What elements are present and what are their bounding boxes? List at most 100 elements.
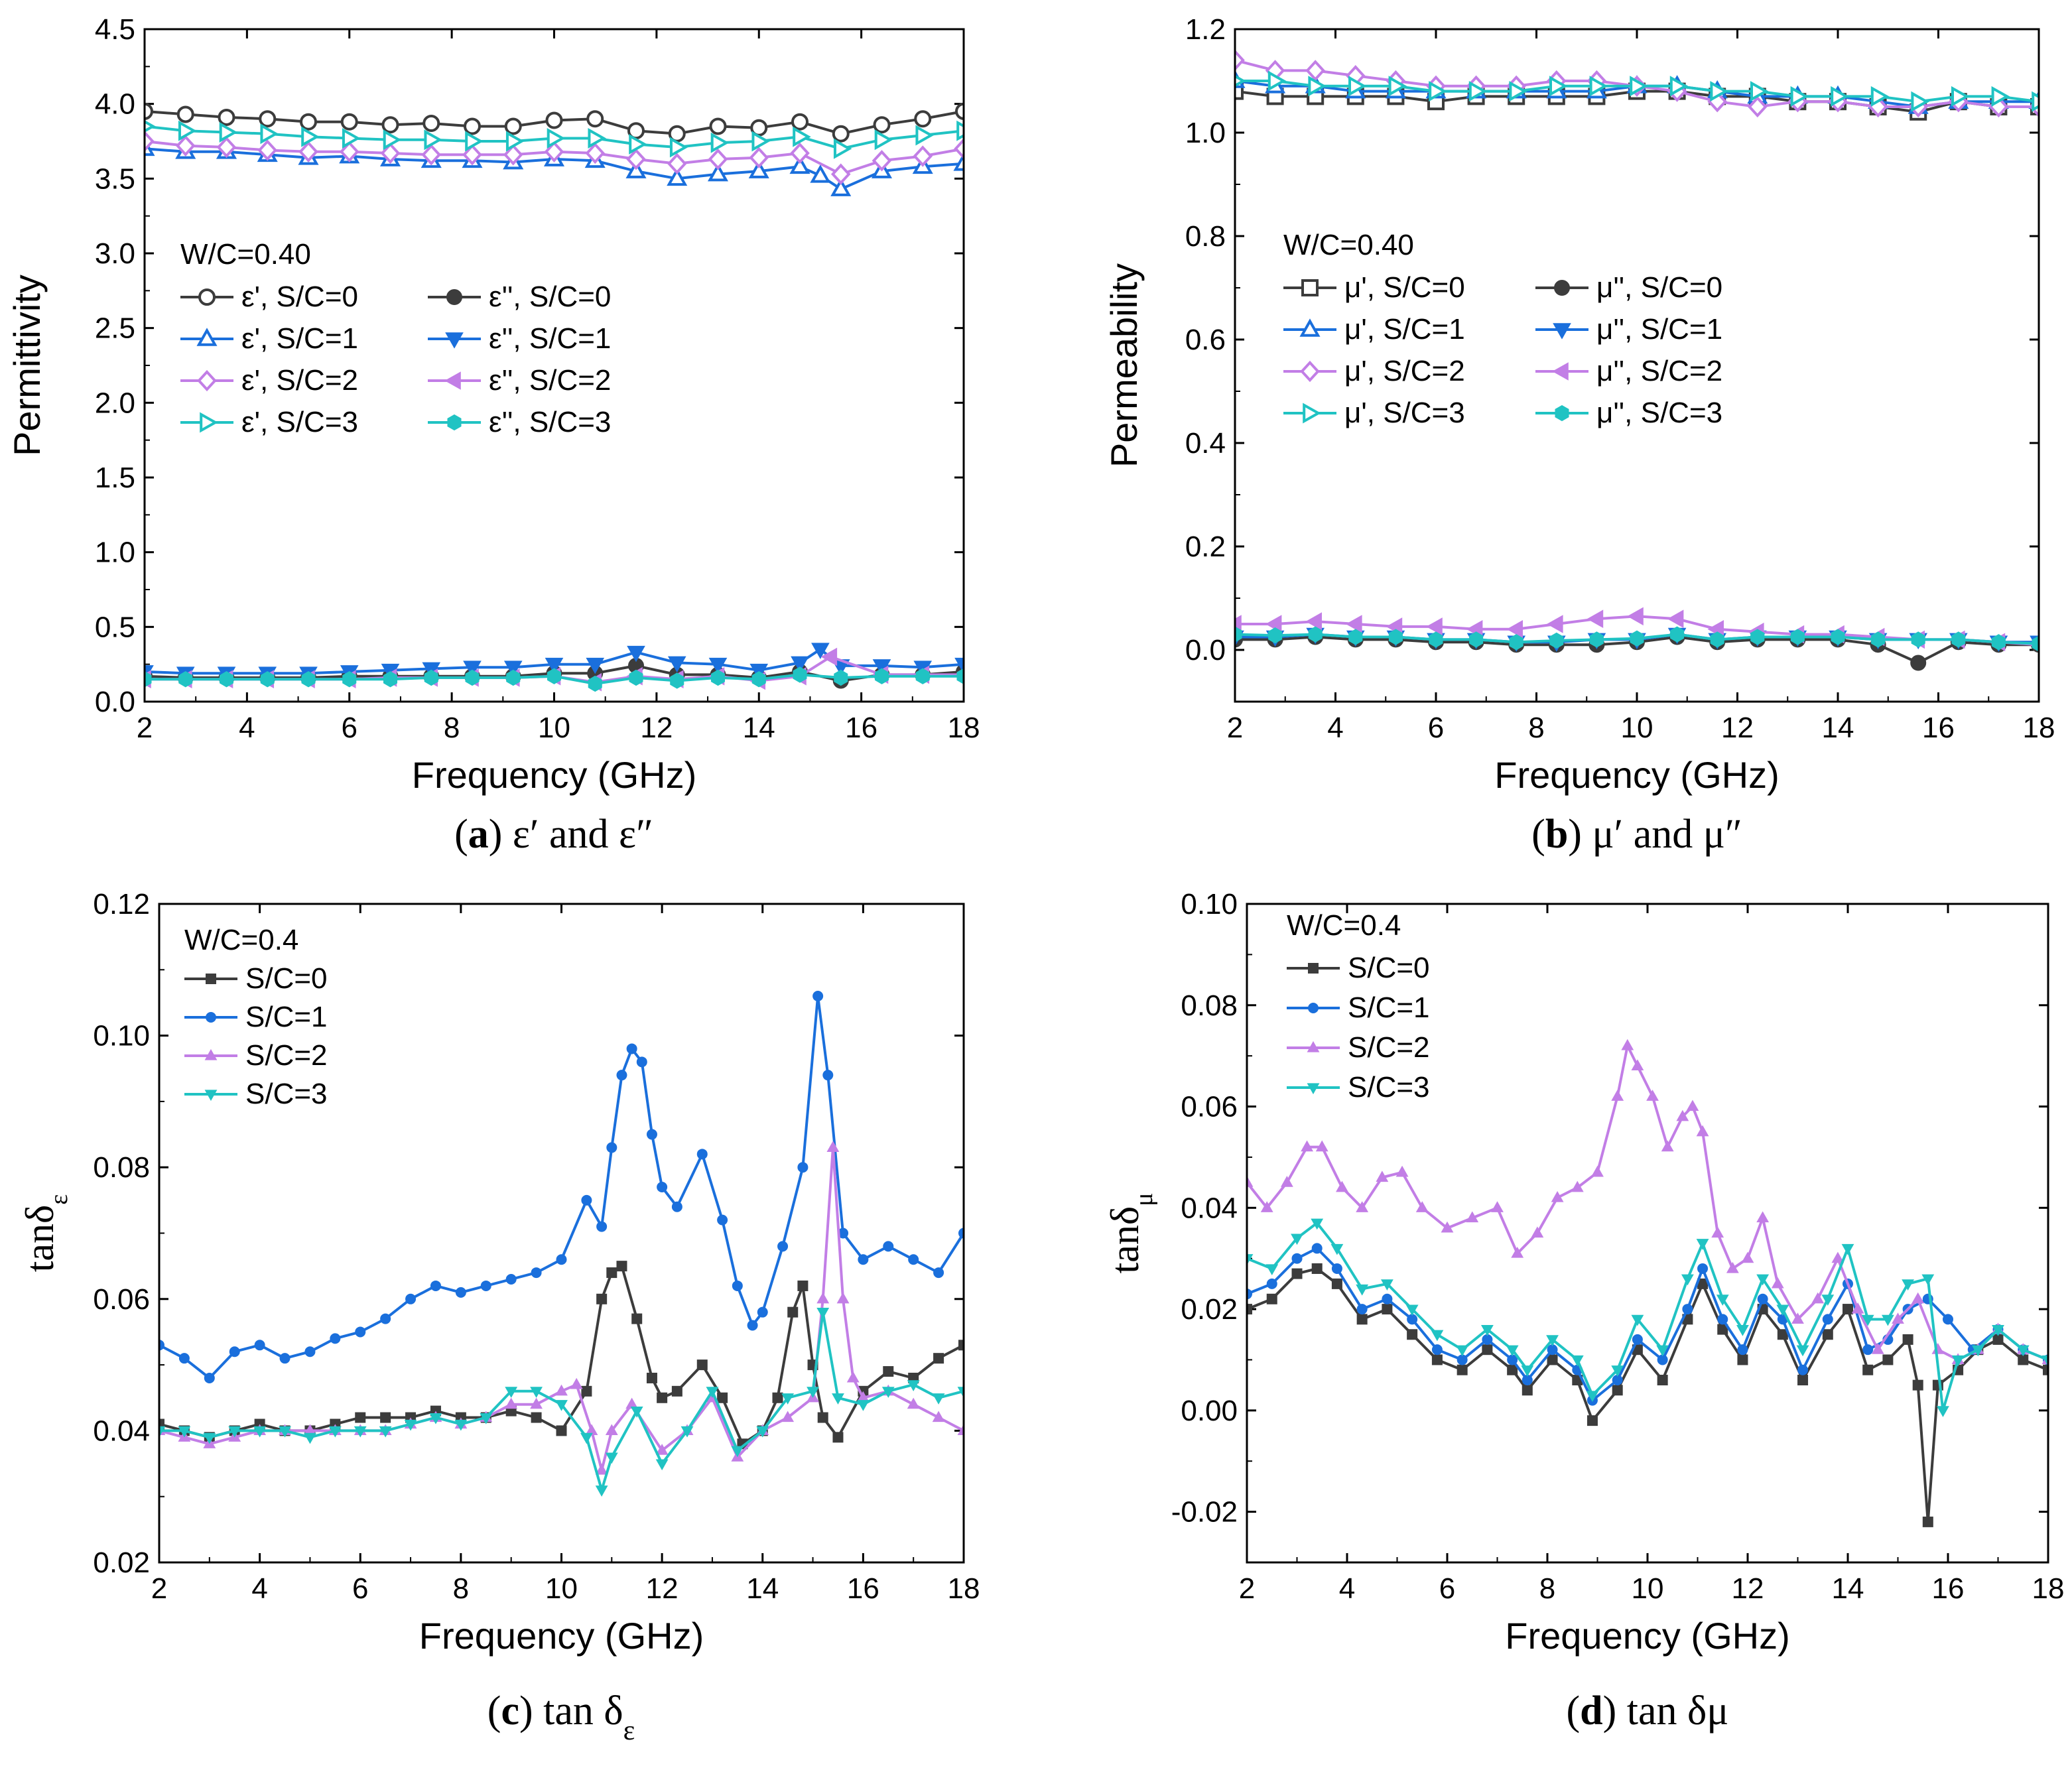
data-point-b-3-14 <box>1790 86 1809 107</box>
data-point-a-0-0 <box>145 102 153 120</box>
data-point-c-2-19 <box>595 1463 608 1475</box>
data-point-a-0-4 <box>300 113 317 131</box>
y-tick-label-c-2: 0.06 <box>93 1283 150 1316</box>
y-tick-label-b-5: 1.0 <box>1185 117 1226 149</box>
x-tick-label-c-0: 2 <box>151 1572 167 1605</box>
legend-a: W/C=0.40 ε', S/C=0 ε', S/C=1 ε', S/C=2 ε', S… <box>180 238 611 438</box>
data-point-c-1-9 <box>380 1313 391 1324</box>
data-point-c-3-24 <box>731 1446 744 1458</box>
legend-marker-a-4 <box>446 289 462 305</box>
data-point-d-3-15 <box>1586 1391 1599 1403</box>
data-point-a-0-1 <box>176 105 194 123</box>
data-point-d-2-31 <box>1791 1312 1804 1324</box>
data-point-a-3-3 <box>260 123 279 145</box>
data-point-d-1-10 <box>1482 1334 1493 1345</box>
legend-label-b-5: μ'', S/C=1 <box>1596 313 1722 346</box>
legend-b: W/C=0.40 μ', S/C=0 μ', S/C=1 μ', S/C=2 μ', S… <box>1283 229 1722 429</box>
data-point-c-3-4 <box>253 1426 267 1438</box>
data-point-d-2-23 <box>1676 1109 1689 1121</box>
data-point-d-1-6 <box>1382 1293 1393 1304</box>
data-point-b-7-6 <box>1469 631 1484 648</box>
data-point-c-2-20 <box>605 1424 618 1435</box>
data-point-d-1-22 <box>1737 1344 1748 1356</box>
data-point-b-7-14 <box>1790 629 1805 645</box>
data-point-a-5-13 <box>667 656 686 673</box>
data-point-d-1-25 <box>1797 1364 1809 1375</box>
data-point-b-7-11 <box>1670 626 1685 643</box>
data-point-b-3-16 <box>1870 86 1890 107</box>
x-axis-title-a: Frequency (GHz) <box>412 754 696 796</box>
y-axis-title-c: tanδε <box>18 1194 73 1273</box>
data-point-a-2-15 <box>749 147 769 168</box>
legend-d: W/C=0.4 S/C=0 S/C=1 S/C=2 S/C=3 <box>1287 909 1430 1104</box>
data-point-d-2-33 <box>1831 1251 1845 1263</box>
data-point-c-3-34 <box>957 1387 964 1398</box>
caption-c: (c) tan δε <box>487 1688 635 1746</box>
y-axis-title-a: Permittivity <box>6 275 48 456</box>
data-point-c-1-18 <box>596 1221 608 1232</box>
y-tick-label-c-0: 0.02 <box>93 1547 150 1579</box>
data-point-d-1-0 <box>1247 1289 1252 1300</box>
data-point-b-7-19 <box>1991 634 2006 651</box>
data-point-a-3-19 <box>915 125 934 146</box>
caption-d: (d) tan δμ <box>1567 1688 1729 1734</box>
data-point-b-3-17 <box>1911 91 1929 112</box>
data-point-c-2-32 <box>846 1371 860 1383</box>
x-tick-label-c-4: 10 <box>545 1572 578 1605</box>
data-point-a-0-7 <box>422 114 440 132</box>
legend-marker-d-1 <box>1308 1003 1319 1013</box>
legend-marker-a-7 <box>447 414 462 431</box>
data-point-d-2-14 <box>1531 1226 1544 1238</box>
data-point-d-3-27 <box>1841 1243 1854 1255</box>
data-point-c-2-30 <box>826 1141 840 1153</box>
data-point-c-3-31 <box>881 1387 895 1398</box>
data-point-a-1-13 <box>667 167 688 186</box>
data-point-d-0-16 <box>1612 1385 1623 1396</box>
data-point-a-2-8 <box>462 144 482 166</box>
data-point-b-7-2 <box>1308 626 1323 643</box>
data-point-d-0-30 <box>1902 1334 1913 1345</box>
legend-label-b-2: μ', S/C=2 <box>1344 355 1465 387</box>
data-point-d-1-7 <box>1407 1314 1418 1325</box>
data-point-d-1-19 <box>1682 1304 1693 1315</box>
data-point-b-7-0 <box>1235 626 1242 643</box>
x-tick-label-c-1: 4 <box>251 1572 267 1605</box>
data-point-c-3-5 <box>279 1426 291 1438</box>
data-point-a-7-16 <box>793 666 807 683</box>
data-point-d-0-24 <box>1777 1329 1788 1340</box>
data-point-a-3-9 <box>505 131 525 152</box>
data-point-a-3-17 <box>833 138 852 159</box>
data-point-b-6-7 <box>1506 619 1523 639</box>
data-point-a-3-7 <box>424 129 442 151</box>
legend-marker-d-2 <box>1307 1041 1320 1052</box>
data-point-d-3-2 <box>1291 1233 1303 1245</box>
data-point-d-2-5 <box>1336 1180 1348 1192</box>
data-point-a-7-18 <box>874 668 889 684</box>
data-point-c-3-3 <box>228 1426 241 1438</box>
data-point-d-2-13 <box>1511 1246 1524 1258</box>
data-point-a-2-12 <box>626 148 646 170</box>
data-point-b-7-17 <box>1911 631 1925 648</box>
x-tick-label-a-4: 10 <box>538 712 570 744</box>
data-point-d-0-38 <box>2043 1364 2048 1375</box>
data-point-d-2-28 <box>1741 1251 1754 1263</box>
data-point-a-7-1 <box>178 671 193 688</box>
data-point-c-1-20 <box>616 1070 627 1081</box>
legend-title-c: W/C=0.4 <box>184 924 298 956</box>
data-point-d-1-20 <box>1697 1263 1709 1274</box>
data-point-c-1-12 <box>455 1287 466 1298</box>
data-point-a-5-10 <box>545 657 564 674</box>
x-tick-label-a-2: 6 <box>342 712 357 744</box>
series-c-3 <box>159 1308 964 1497</box>
data-point-d-3-18 <box>1656 1345 1669 1357</box>
data-point-c-1-31 <box>777 1241 789 1252</box>
data-point-a-2-9 <box>503 144 523 166</box>
data-point-a-7-11 <box>588 675 602 692</box>
data-point-c-0-8 <box>355 1412 366 1423</box>
y-tick-label-b-3: 0.6 <box>1185 324 1226 356</box>
data-point-c-2-17 <box>570 1377 583 1389</box>
data-point-d-2-12 <box>1491 1201 1504 1212</box>
x-tick-label-a-7: 16 <box>845 712 877 744</box>
data-point-c-3-20 <box>630 1407 643 1418</box>
data-point-b-3-20 <box>2032 91 2039 112</box>
